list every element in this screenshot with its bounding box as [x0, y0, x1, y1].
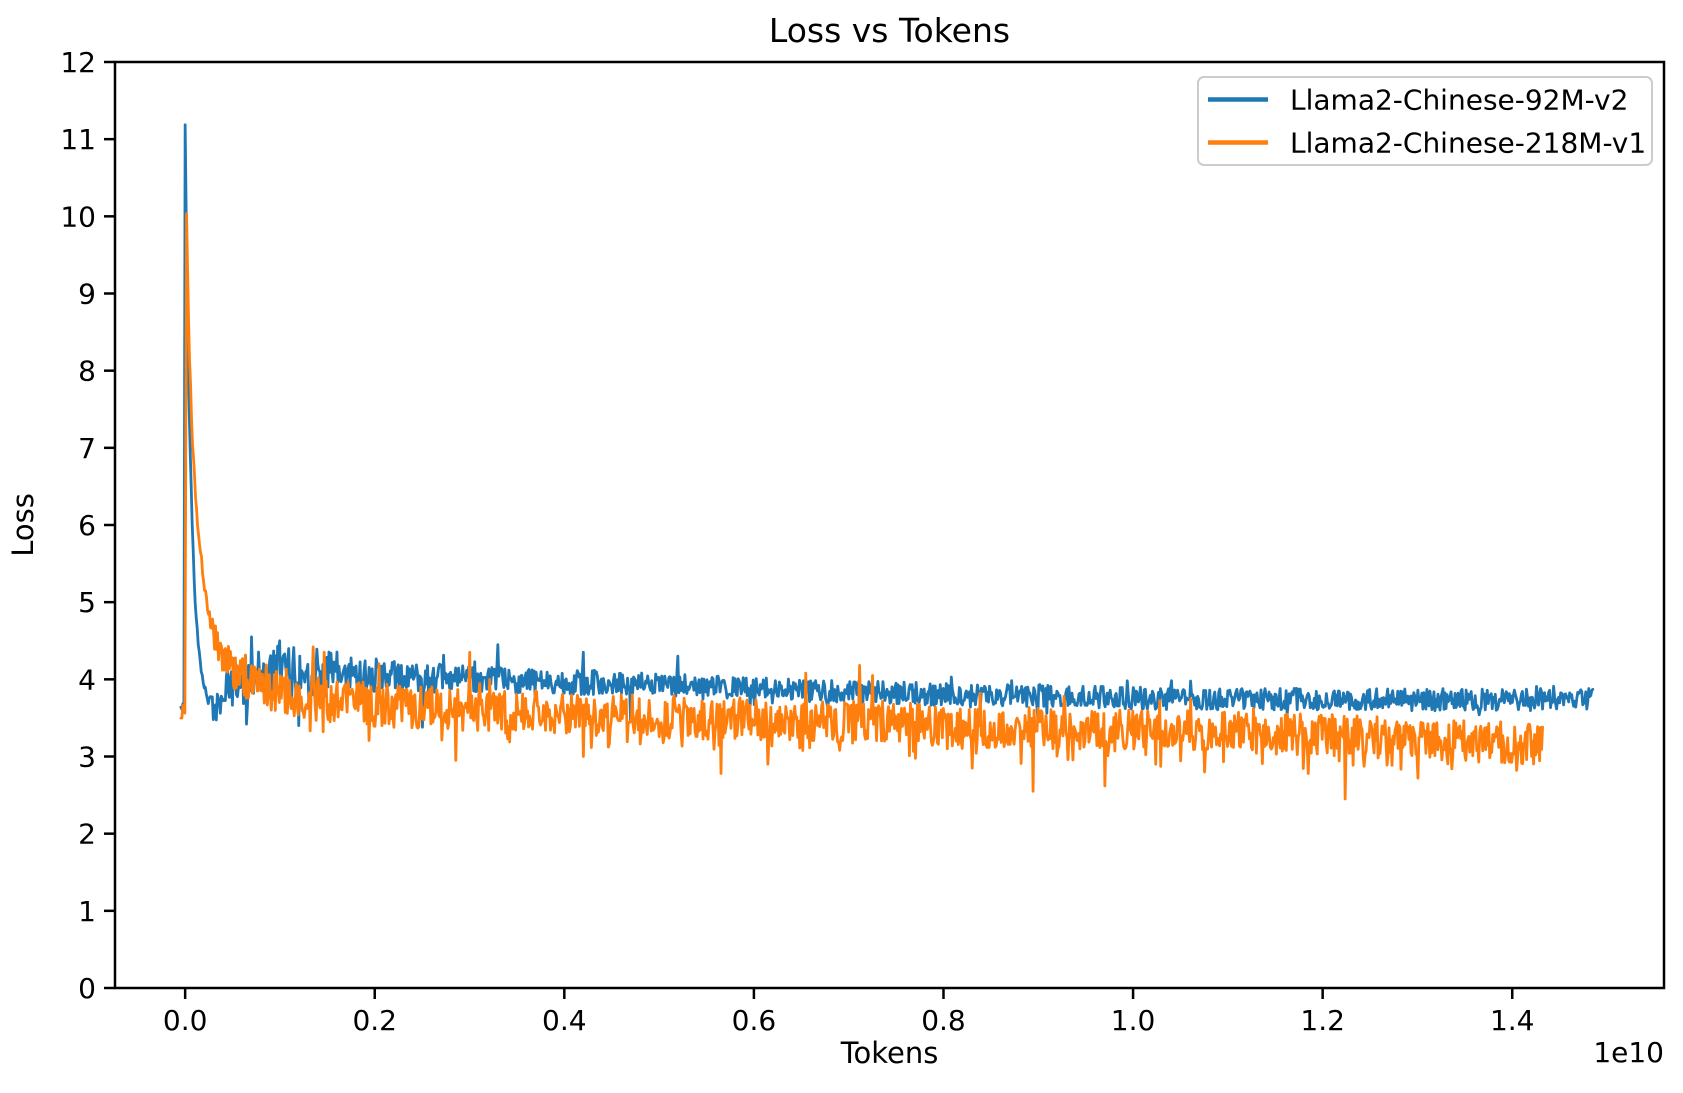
- legend: Llama2-Chinese-92M-v2 Llama2-Chinese-218M…: [1197, 76, 1653, 166]
- x-tick-label: 0.0: [163, 1004, 208, 1037]
- y-tick-label: 0: [78, 972, 96, 1005]
- y-tick-label: 9: [78, 278, 96, 311]
- data-series: [179, 123, 1595, 801]
- x-axis-label: Tokens: [840, 1036, 939, 1070]
- legend-box: [1197, 76, 1653, 166]
- x-tick-label: 0.2: [352, 1004, 397, 1037]
- plot-border: [113, 60, 1666, 990]
- legend-label: Llama2-Chinese-218M-v1: [1290, 127, 1646, 160]
- legend-item-1: Llama2-Chinese-218M-v1: [1208, 127, 1646, 160]
- series-line-llama2-chinese-218m-v1: [179, 212, 1544, 801]
- chart-title: Loss vs Tokens: [769, 11, 1010, 50]
- legend-item-0: Llama2-Chinese-92M-v2: [1208, 84, 1628, 117]
- x-tick-label: 0.8: [921, 1004, 966, 1037]
- series-line-llama2-chinese-92m-v2: [179, 123, 1595, 729]
- y-tick-label: 6: [78, 509, 96, 542]
- x-tick-label: 0.4: [542, 1004, 587, 1037]
- x-tick-label: 1.2: [1300, 1004, 1345, 1037]
- y-tick-label: 5: [78, 586, 96, 619]
- y-tick-label: 11: [60, 123, 96, 156]
- x-tick-label: 1.0: [1111, 1004, 1156, 1037]
- y-tick-label: 2: [78, 818, 96, 851]
- y-tick-label: 1: [78, 895, 96, 928]
- y-tick-label: 12: [60, 46, 96, 79]
- legend-label: Llama2-Chinese-92M-v2: [1290, 84, 1628, 117]
- x-axis-ticks: 0.0 0.2 0.4 0.6 0.8 1.0 1.2 1.4: [163, 988, 1535, 1037]
- x-tick-label: 0.6: [732, 1004, 777, 1037]
- y-tick-label: 10: [60, 200, 96, 233]
- x-axis-offset-label: 1e10: [1593, 1036, 1664, 1069]
- y-tick-label: 7: [78, 432, 96, 465]
- x-tick-label: 1.4: [1490, 1004, 1535, 1037]
- y-tick-label: 3: [78, 741, 96, 774]
- y-axis-label: Loss: [6, 493, 40, 557]
- axes-spines: [113, 60, 1666, 990]
- y-tick-label: 4: [78, 663, 96, 696]
- y-tick-label: 8: [78, 355, 96, 388]
